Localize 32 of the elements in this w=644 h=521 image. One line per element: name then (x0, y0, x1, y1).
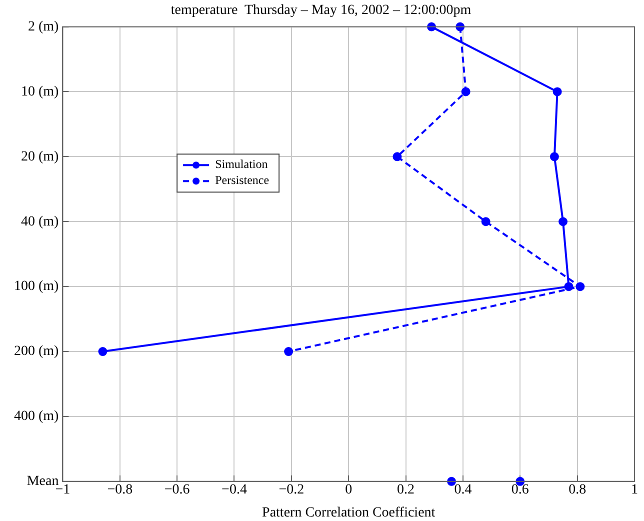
x-tick-label: −0.2 (278, 482, 304, 498)
chart-title: temperature Thursday – May 16, 2002 – 12:00:00pm (170, 3, 472, 18)
y-tick-label: 200 (m) (14, 344, 60, 360)
y-tick-label: 40 (m) (20, 214, 60, 230)
point (552, 87, 562, 96)
point (564, 282, 574, 292)
x-axis-title: Pattern Correlation Coefficient (262, 505, 436, 520)
y-tick-label: 100 (m) (14, 279, 60, 294)
legend-label: Persistence (215, 173, 270, 188)
y-tick-label: Mean (26, 474, 59, 490)
x-tick-label: 0.6 (511, 482, 529, 498)
x-tick-label: −0.6 (164, 482, 190, 498)
y-tick-label: 10 (m) (20, 84, 60, 100)
x-tick-label: 0.2 (397, 482, 415, 498)
y-tick-label: 400 (m) (14, 409, 60, 424)
point (558, 217, 568, 226)
legend-label: Simulation (215, 157, 268, 172)
point (392, 152, 402, 162)
point (576, 282, 585, 292)
x-tick-label: 1 (631, 482, 638, 498)
point (461, 87, 470, 96)
y-tick-label: 20 (m) (20, 149, 60, 164)
x-tick-label: 0 (345, 482, 352, 498)
point (284, 347, 294, 356)
point (550, 152, 559, 162)
x-tick-label: −0.8 (107, 482, 133, 498)
x-tick-label: 0.8 (568, 482, 586, 498)
x-tick-label: −0.4 (222, 482, 247, 498)
point (481, 217, 490, 226)
point (98, 347, 108, 356)
y-tick-label: 2 (m) (28, 19, 60, 34)
x-tick-label: 0.4 (454, 482, 472, 498)
